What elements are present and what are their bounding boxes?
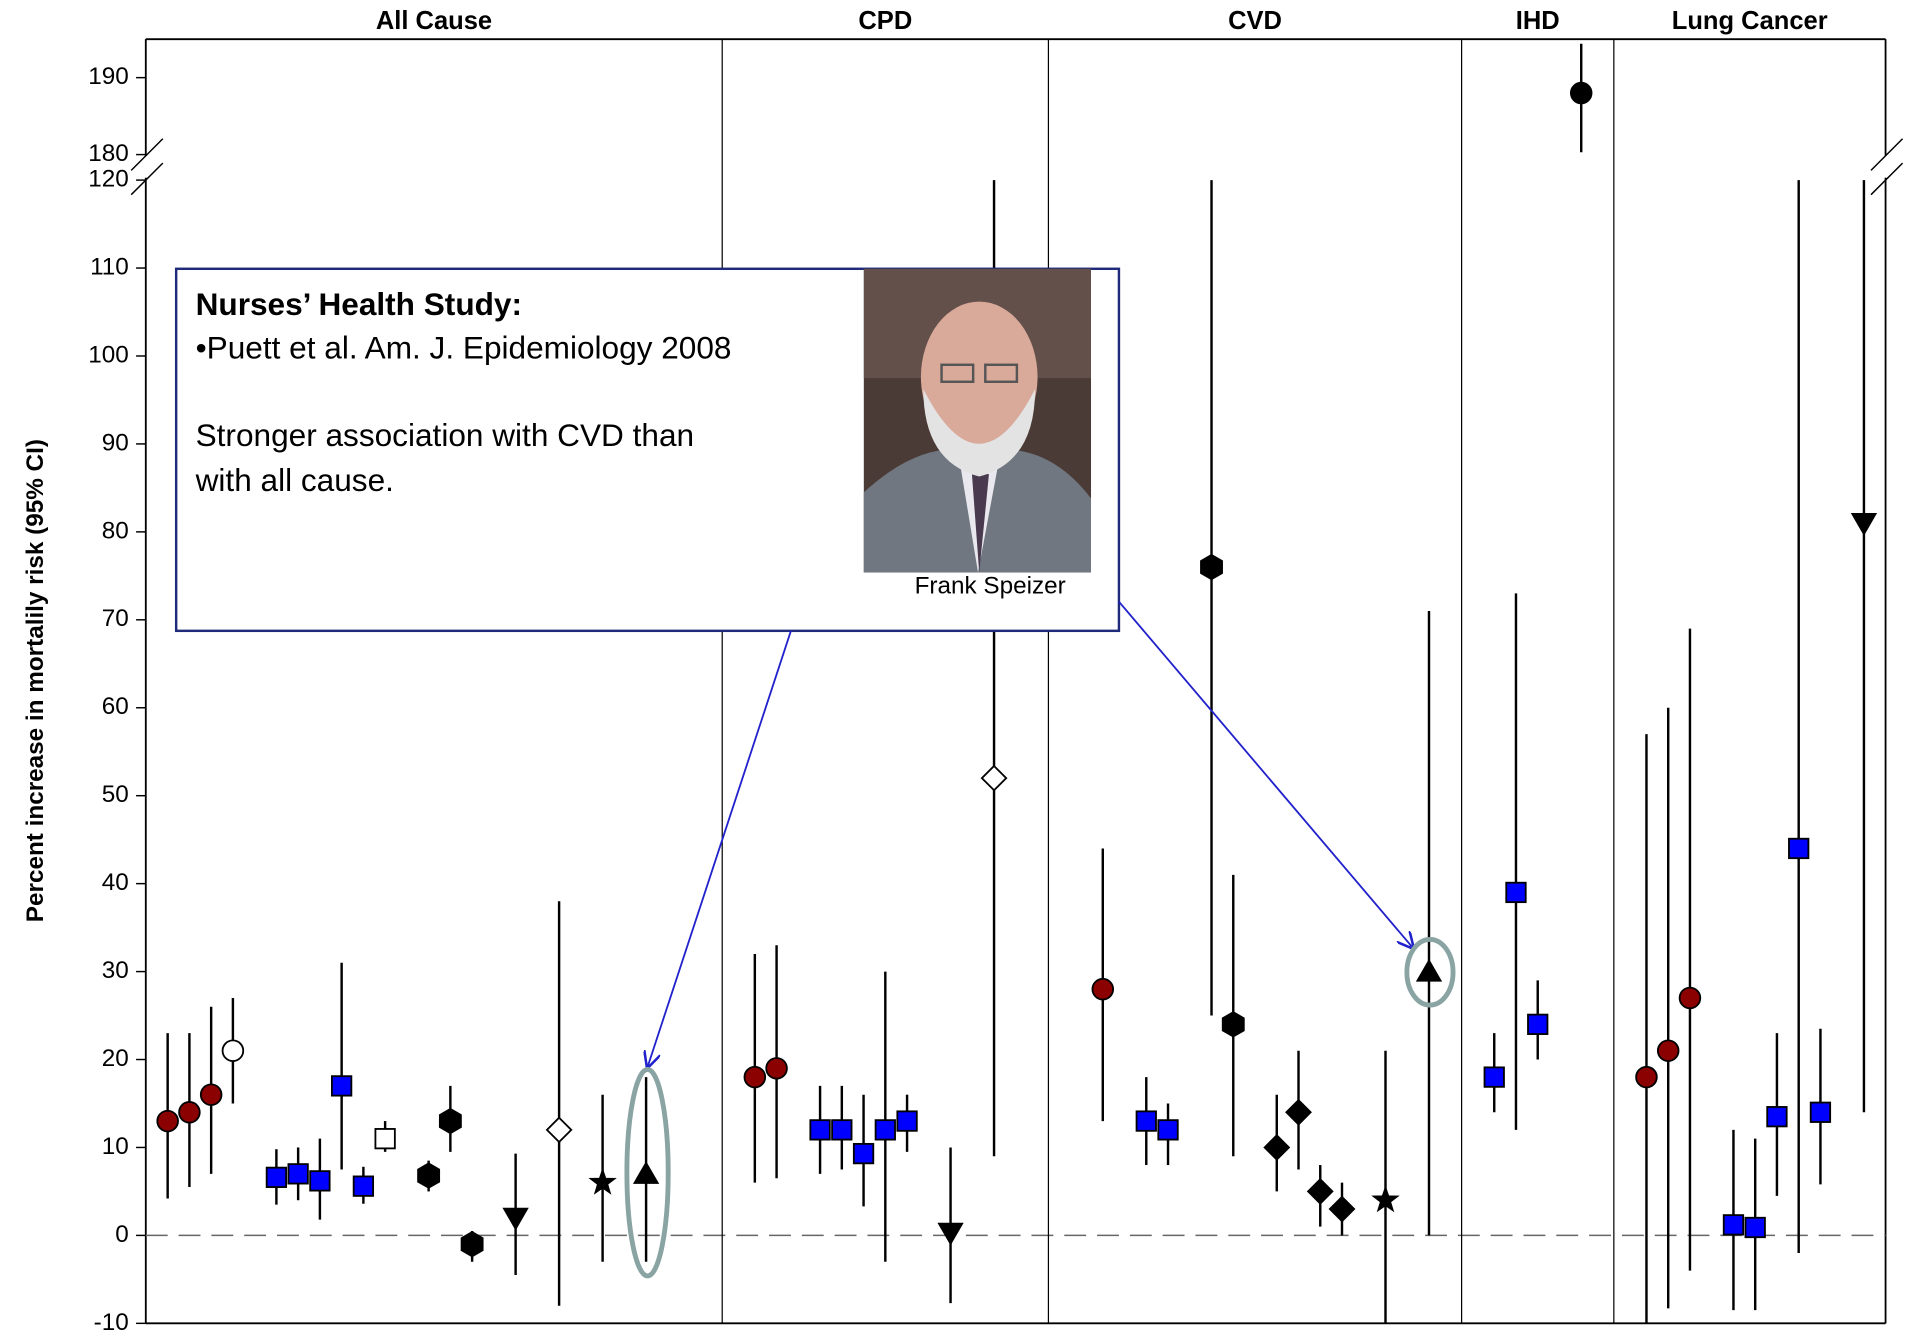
data-point — [418, 1163, 439, 1187]
data-point — [939, 1224, 962, 1244]
y-tick-label: 180 — [88, 140, 129, 167]
y-tick-label: 50 — [102, 781, 129, 808]
arrow — [648, 631, 791, 1067]
y-tick-label: 0 — [115, 1221, 129, 1248]
data-point — [766, 1058, 787, 1079]
group-title: IHD — [1516, 7, 1560, 35]
data-point — [1417, 961, 1440, 981]
data-point — [1286, 1100, 1310, 1124]
data-point — [201, 1084, 222, 1105]
data-point — [854, 1144, 873, 1163]
y-tick-label: 60 — [102, 693, 129, 720]
data-point — [1308, 1179, 1332, 1203]
data-point — [1811, 1103, 1830, 1122]
group-title: All Cause — [376, 7, 492, 35]
photo — [864, 269, 1091, 573]
y-tick-label: 120 — [88, 166, 129, 193]
y-tick-label: 30 — [102, 957, 129, 984]
annotation-text: •Puett et al. Am. J. Epidemiology 2008 — [196, 330, 732, 366]
data-point — [982, 766, 1006, 790]
data-point — [1745, 1218, 1764, 1237]
data-point — [1724, 1215, 1743, 1234]
marks — [157, 44, 1875, 1324]
data-point — [1658, 1040, 1679, 1061]
y-axis-label: Percent increase in mortalily risk (95% … — [22, 439, 49, 922]
y-tick-label: 100 — [88, 341, 129, 368]
data-point — [223, 1040, 244, 1061]
data-point — [1636, 1067, 1657, 1088]
annotation-text: with all cause. — [195, 462, 394, 498]
data-point — [635, 1163, 658, 1183]
y-tick-label: -10 — [94, 1309, 129, 1336]
data-point — [876, 1120, 895, 1139]
data-point — [310, 1171, 329, 1190]
data-point — [1789, 839, 1808, 858]
group-title: Lung Cancer — [1672, 7, 1828, 35]
data-point — [462, 1232, 483, 1256]
data-point — [1223, 1012, 1244, 1036]
data-point — [1137, 1111, 1156, 1130]
data-point — [157, 1111, 178, 1132]
data-point — [1485, 1067, 1504, 1086]
data-point — [267, 1168, 286, 1187]
data-point — [288, 1164, 307, 1183]
data-point — [1528, 1015, 1547, 1034]
data-point — [1158, 1120, 1177, 1139]
data-point — [745, 1067, 766, 1088]
y-tick-label: 90 — [102, 429, 129, 456]
data-point — [832, 1120, 851, 1139]
y-tick-label: 70 — [102, 605, 129, 632]
data-point — [332, 1076, 351, 1095]
data-point — [1767, 1107, 1786, 1126]
y-tick-label: 190 — [88, 63, 129, 90]
y-tick-label: 40 — [102, 869, 129, 896]
data-point — [375, 1129, 394, 1148]
data-point — [440, 1109, 461, 1133]
data-point — [1852, 514, 1875, 534]
y-tick-label: 110 — [90, 253, 129, 280]
arrow — [1119, 602, 1413, 948]
data-point — [1092, 979, 1113, 1000]
y-tick-label: 10 — [102, 1133, 129, 1160]
group-title: CPD — [858, 7, 912, 35]
data-point — [810, 1120, 829, 1139]
annotation-text: Stronger association with CVD than — [196, 417, 694, 453]
data-point — [1330, 1197, 1354, 1221]
data-point — [504, 1209, 527, 1229]
data-point — [897, 1111, 916, 1130]
data-point — [179, 1102, 200, 1123]
y-tick-label: 20 — [102, 1045, 129, 1072]
y-tick-label: 80 — [102, 517, 129, 544]
data-point — [354, 1176, 373, 1195]
data-point — [1506, 883, 1525, 902]
data-point — [1265, 1135, 1289, 1159]
annotation-title: Nurses’ Health Study: — [196, 286, 522, 322]
data-point — [547, 1118, 571, 1142]
group-title: CVD — [1228, 7, 1282, 35]
data-point — [1201, 555, 1222, 579]
photo-caption: Frank Speizer — [915, 573, 1066, 600]
data-point — [1680, 988, 1701, 1009]
data-point — [1571, 83, 1592, 104]
chart: -10 0 10 20 30 40 50 60 70 80 90 100 110 120180 190 Per… — [0, 0, 1905, 1337]
